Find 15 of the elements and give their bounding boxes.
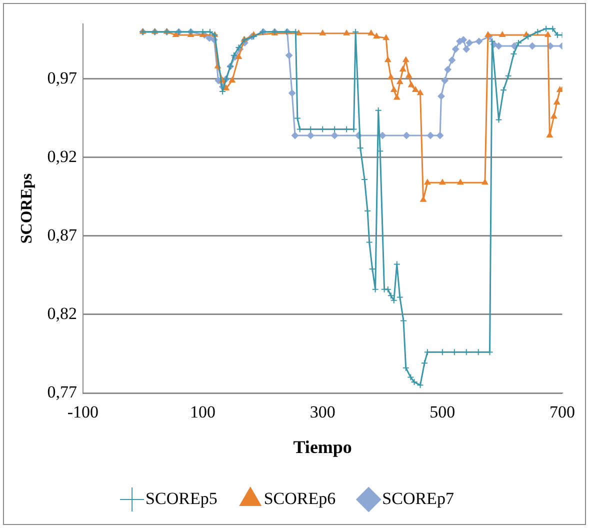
x-axis-title: Tiempo (293, 436, 352, 457)
y-tick-label: 0,77 (47, 382, 78, 402)
x-tick-label: 700 (550, 402, 575, 422)
y-tick-label: 0,82 (47, 304, 77, 323)
y-tick-label: 0,92 (47, 146, 77, 166)
legend-label: SCOREp7 (382, 488, 454, 508)
y-axis-title: SCOREps (18, 173, 36, 244)
x-tick-label: 500 (430, 402, 456, 422)
legend-label: SCOREp5 (146, 488, 218, 508)
legend-label: SCOREp6 (264, 488, 336, 508)
x-tick-label: 100 (190, 402, 216, 422)
y-tick-label: 0,87 (47, 225, 78, 244)
x-tick-label: -100 (67, 402, 99, 422)
y-tick-label: 0,97 (47, 68, 78, 88)
x-tick-label: 300 (310, 402, 336, 422)
